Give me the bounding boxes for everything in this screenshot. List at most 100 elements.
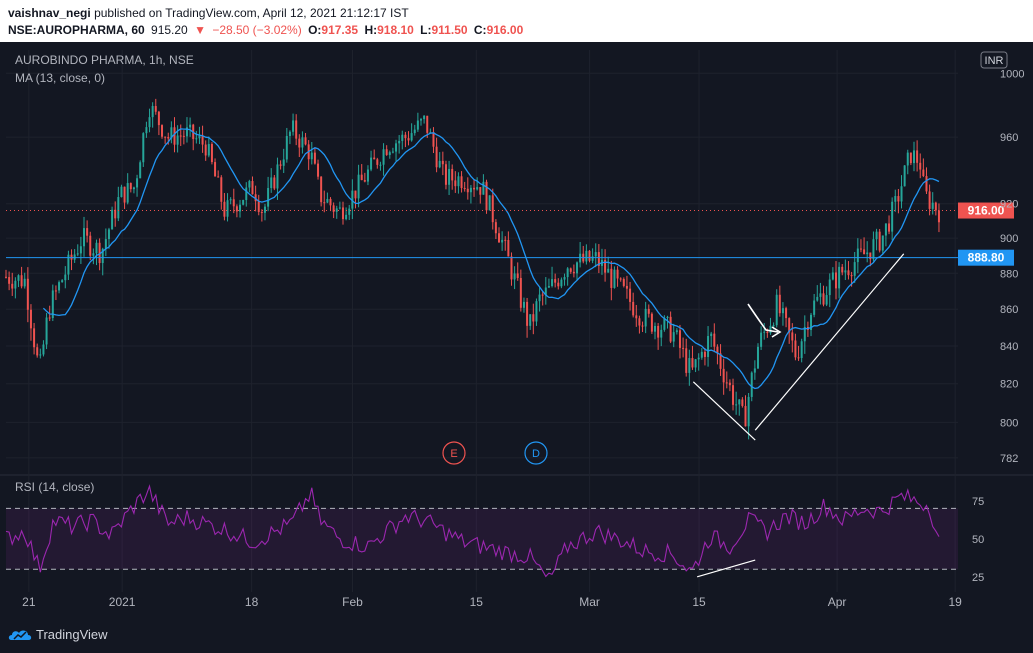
candle-body	[195, 138, 198, 140]
time-tick-label: Apr	[828, 595, 847, 609]
candle-body	[760, 332, 763, 347]
candle-body	[139, 162, 142, 179]
candle-body	[610, 268, 613, 288]
down-arrow-icon: ▼	[194, 23, 206, 37]
candle-body	[781, 308, 784, 314]
candle-body	[460, 176, 463, 189]
candle-body	[285, 136, 288, 160]
candle-body	[522, 301, 525, 308]
footer: TradingView	[0, 618, 1033, 653]
tradingview-logo[interactable]: TradingView	[8, 627, 108, 642]
candle-body	[301, 137, 304, 148]
ma-layer	[42, 128, 940, 390]
chart-area[interactable]: 888.80 916.00 782 800 820 840 860 880 900 920 960…	[0, 42, 1033, 618]
candle-body	[569, 268, 572, 272]
candle-body	[473, 187, 476, 190]
candle-body	[379, 164, 382, 166]
candle-body	[644, 308, 647, 327]
candle-body	[107, 229, 110, 240]
candle-body	[660, 329, 663, 338]
candle-body	[448, 168, 451, 185]
horizontal-lines: 888.80 916.00	[6, 202, 1014, 266]
candle-body	[204, 144, 207, 156]
candle-body	[404, 134, 407, 139]
candle-body	[838, 266, 841, 289]
price-change: −28.50 (−3.02%)	[212, 23, 302, 37]
price-tick-label: 840	[1000, 341, 1018, 353]
candle-body	[351, 190, 354, 209]
candle-body	[476, 187, 479, 190]
rsi-layer	[5, 484, 940, 578]
price-tick-label: 820	[1000, 379, 1018, 391]
candle-body	[572, 271, 575, 274]
arrow-head-icon	[771, 326, 782, 338]
candle-body	[132, 187, 135, 190]
candle-body	[834, 272, 837, 289]
candle-body	[145, 127, 148, 134]
publish-info: vaishnav_negi published on TradingView.c…	[8, 6, 409, 20]
publisher-name[interactable]: vaishnav_negi	[8, 6, 91, 20]
candle-body	[98, 242, 101, 264]
trendline	[754, 253, 905, 431]
candle-body	[176, 135, 179, 145]
candle-body	[20, 275, 23, 287]
candle-body	[48, 317, 51, 319]
candle-body	[432, 132, 435, 147]
candle-body	[73, 254, 76, 260]
candle-body	[23, 278, 26, 287]
support-price-badge: 888.80	[958, 249, 1014, 266]
candle-body	[625, 285, 628, 289]
chart-svg[interactable]: 888.80 916.00 782 800 820 840 860 880 900 920 960…	[0, 42, 1033, 618]
candle-body	[154, 106, 157, 112]
candle-body	[619, 278, 622, 280]
candle-body	[260, 211, 263, 213]
candle-body	[607, 268, 610, 273]
candle-body	[576, 262, 579, 274]
candle-body	[454, 180, 457, 187]
candle-body	[501, 239, 504, 243]
candle-body	[716, 346, 719, 354]
earnings-marker[interactable]: E	[442, 441, 466, 465]
candle-body	[725, 382, 728, 384]
candle-body	[482, 181, 485, 195]
candle-body	[629, 288, 632, 302]
price-badge-bg	[958, 249, 1014, 266]
candle-body	[853, 262, 856, 276]
candle-body	[26, 278, 29, 310]
price-tick-label: 800	[1000, 417, 1018, 429]
tradingview-brand: TradingView	[36, 627, 108, 642]
candle-body	[185, 127, 188, 137]
candle-body	[89, 235, 92, 256]
drawings	[692, 253, 905, 441]
symbol-ohlc-line: NSE:AUROPHARMA, 60 915.20 ▼ −28.50 (−3.0…	[8, 23, 526, 37]
candle-body	[444, 164, 447, 185]
candle-body	[357, 174, 360, 199]
candle-body	[666, 316, 669, 318]
candle-body	[148, 117, 151, 128]
candle-body	[498, 233, 501, 243]
currency-badge[interactable]: INR	[980, 51, 1008, 69]
candle-body	[563, 277, 566, 280]
candle-body	[919, 162, 922, 170]
candle-body	[741, 399, 744, 406]
candle-body	[541, 294, 544, 296]
candle-body	[650, 313, 653, 332]
candle-body	[878, 231, 881, 251]
rsi-tick-label: 50	[972, 534, 984, 546]
time-tick-label: Feb	[342, 595, 363, 609]
candle-body	[672, 332, 675, 342]
high-value: 918.10	[377, 23, 414, 37]
candle-body	[170, 127, 173, 139]
dividend-marker[interactable]: D	[524, 441, 548, 465]
time-tick-label: 21	[22, 595, 36, 609]
candle-body	[491, 195, 494, 223]
time-tick-label: 18	[245, 595, 259, 609]
candle-body	[317, 163, 320, 177]
price-tick-label: 782	[1000, 453, 1018, 465]
candle-body	[223, 201, 226, 217]
main-legend-title: AUROBINDO PHARMA, 1h, NSE	[15, 53, 194, 67]
candle-body	[800, 341, 803, 358]
candle-body	[129, 183, 132, 190]
candle-body	[479, 187, 482, 195]
candle-body	[931, 202, 934, 209]
